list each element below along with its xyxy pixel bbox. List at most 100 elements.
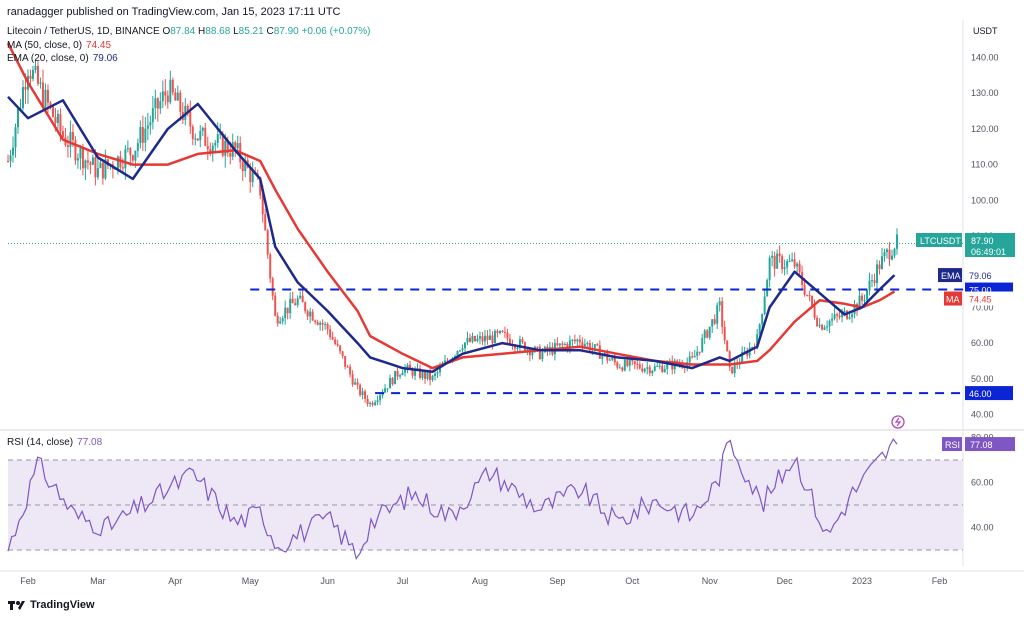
candle [573,334,576,344]
candle-body [434,373,437,377]
candle [633,360,636,370]
candle [326,322,329,335]
candle [149,115,152,135]
candle-body [259,177,262,196]
ema-tag: EMA [941,271,961,281]
candle-body [626,359,629,366]
candle [878,260,881,275]
candle [486,330,489,345]
candle [821,323,824,331]
candle [404,364,407,377]
candle-body [399,375,402,377]
candle [396,367,399,380]
candle [181,102,184,125]
candle-body [44,89,47,107]
candle-body [41,82,44,107]
candle-body [881,256,884,269]
level-46-tag: 46.00 [969,389,992,399]
candle-body [571,339,574,341]
publish-header: ranadagger published on TradingView.com,… [7,6,341,18]
candle [538,344,541,360]
candle-body [638,364,641,369]
candle-body [284,307,287,319]
candle-body [818,324,821,327]
candle-body [651,370,654,374]
candle-body [593,344,596,349]
candle [458,349,461,353]
time-axis-label: Feb [932,576,948,586]
price-tick-label: 100.00 [971,195,999,205]
ma-tag-bg [944,291,962,306]
candle [9,149,12,168]
candle-body [86,160,89,163]
candle-body [473,336,476,342]
candle-body [641,368,644,372]
candle-body [598,345,601,359]
candle-body [766,280,769,297]
tradingview-logo[interactable]: TradingView [8,599,95,611]
candle-body [843,310,846,313]
candle-body [171,79,174,93]
candle-body [374,402,377,405]
candle [576,338,579,347]
candle-body [309,311,312,317]
candle [314,319,317,325]
candle [131,154,134,163]
candle-body [401,372,404,376]
candle [466,331,469,346]
candle-body [576,339,579,342]
candle [766,278,769,297]
candle [476,334,479,343]
candle [306,309,309,321]
candle [836,312,839,323]
candle-body [763,296,766,315]
candle [651,369,654,376]
candle-body [46,89,49,103]
candle-body [663,368,666,373]
candle [563,342,566,346]
candle [493,329,496,344]
candle [496,329,499,338]
candle-body [596,344,599,346]
candle [896,228,898,255]
candle [104,149,107,181]
candle-body [893,248,896,256]
candle-body [209,149,212,153]
candle-body [501,330,504,332]
candle-body [488,335,491,340]
ema-20-line [7,95,896,373]
ma-legend[interactable]: MA (50, close, 0) 74.45 [7,40,111,51]
candle-body [354,382,357,385]
candle-body [429,372,432,380]
candle [356,378,359,390]
tradingview-logo-icon [8,600,25,610]
candle [891,249,894,261]
candle [336,339,339,347]
candle [311,309,314,322]
candle-body [61,131,64,138]
candle [116,155,119,175]
price-tick-label: 40.00 [971,410,994,420]
candle [873,273,876,287]
candle [871,274,874,288]
candle-body [29,75,32,79]
candle-body [264,214,267,231]
candle-body [791,259,794,262]
candle-body [871,280,874,282]
last-price-tag-bg [965,233,1015,257]
rsi-legend[interactable]: RSI (14, close) 77.08 [7,437,102,448]
candle-body [536,346,539,348]
candle-body [321,322,324,325]
candle-body [601,354,604,359]
ema-legend[interactable]: EMA (20, close, 0) 79.06 [7,53,118,64]
candle-body [126,148,129,150]
candle [151,95,154,130]
candle [798,260,801,277]
candle-body [56,114,59,124]
candle [823,325,826,331]
candle [886,248,889,259]
candle [271,276,274,301]
time-axis-label: Jun [320,576,335,586]
candle-body [491,335,494,344]
